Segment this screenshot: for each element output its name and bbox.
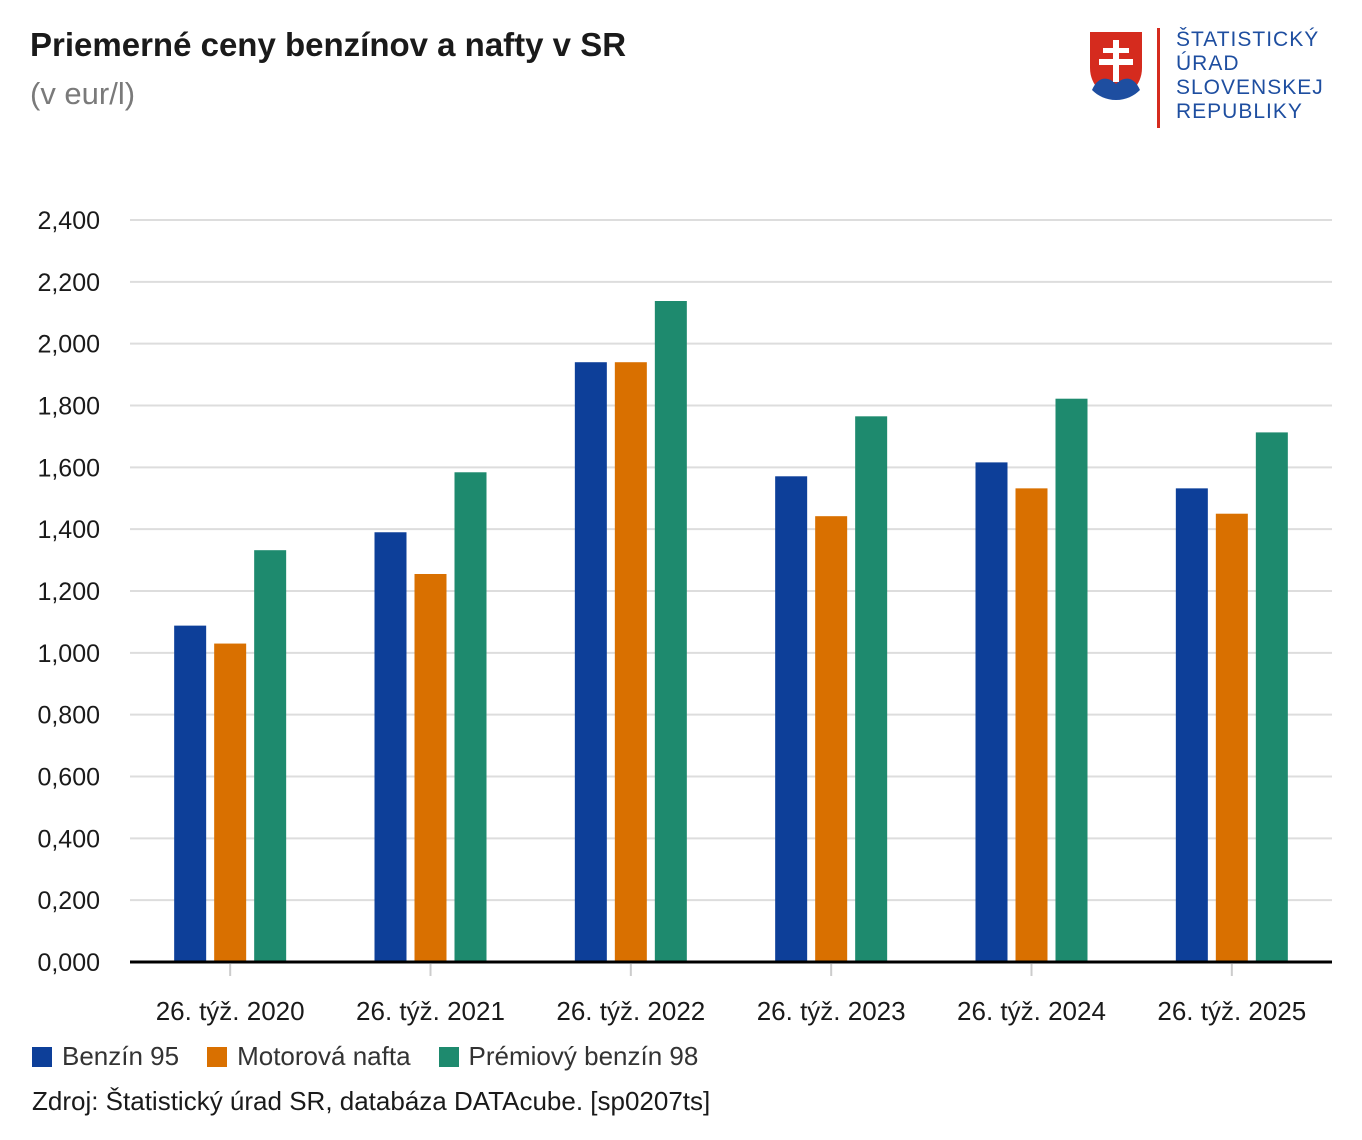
y-tick-label: 0,800: [37, 702, 100, 730]
legend-label: Benzín 95: [62, 1041, 180, 1071]
y-tick-label: 2,400: [37, 207, 100, 235]
x-tick-label: 26. týž. 2021: [356, 996, 505, 1026]
x-tick-label: 26. týž. 2022: [556, 996, 705, 1026]
y-tick-label: 1,600: [37, 454, 100, 482]
bar[interactable]: [815, 516, 848, 962]
bar[interactable]: [1055, 398, 1088, 962]
legend-item-benzin-95[interactable]: Benzín 95: [32, 1041, 179, 1072]
logo-line: REPUBLIKY: [1176, 100, 1303, 123]
bar[interactable]: [614, 362, 647, 962]
x-tick-label: 26. týž. 2024: [957, 996, 1106, 1026]
x-tick-label: 26. týž. 2023: [757, 996, 906, 1026]
y-tick-label: 1,200: [37, 578, 100, 606]
logo-line: SLOVENSKEJ: [1176, 76, 1324, 99]
y-tick-label: 0,000: [37, 949, 100, 977]
bar[interactable]: [254, 550, 287, 962]
legend-item-motorova-nafta[interactable]: Motorová nafta: [207, 1041, 411, 1072]
bar[interactable]: [374, 532, 407, 962]
bar[interactable]: [1175, 488, 1208, 962]
bar[interactable]: [214, 643, 247, 962]
legend-label: Prémiový benzín 98: [468, 1041, 699, 1071]
statistical-office-logo: ŠTATISTICKÝ ÚRAD SLOVENSKEJ REPUBLIKY: [1088, 28, 1338, 130]
bar[interactable]: [574, 362, 607, 962]
grid-lines: [130, 219, 1332, 902]
bars: [174, 301, 1288, 963]
bar[interactable]: [855, 416, 888, 963]
bar[interactable]: [174, 625, 207, 962]
bar[interactable]: [1015, 488, 1048, 962]
y-tick-label: 0,200: [37, 887, 100, 915]
bar[interactable]: [975, 462, 1008, 962]
y-tick-label: 2,200: [37, 269, 100, 297]
logo-text: ŠTATISTICKÝ ÚRAD SLOVENSKEJ REPUBLIKY: [1176, 28, 1324, 124]
logo-divider: [1157, 28, 1160, 128]
legend-swatch: [207, 1046, 228, 1067]
x-tick-label: 26. týž. 2025: [1157, 996, 1306, 1026]
legend: Benzín 95 Motorová nafta Prémiový benzín…: [32, 1041, 726, 1072]
bar[interactable]: [454, 472, 487, 962]
x-axis: 26. týž. 2020 26. týž. 2021 26. týž. 2022 2…: [130, 960, 1332, 1026]
x-tick-label: 26. týž. 2020: [156, 996, 305, 1026]
legend-swatch: [438, 1046, 459, 1067]
bar[interactable]: [654, 301, 687, 962]
y-tick-label: 1,800: [37, 393, 100, 421]
y-tick-label: 0,400: [37, 825, 100, 853]
y-tick-label: 1,000: [37, 640, 100, 668]
chart-subtitle: (v eur/l): [30, 76, 136, 111]
coat-of-arms-icon: [1090, 32, 1142, 100]
bar[interactable]: [775, 476, 808, 962]
source-note: Zdroj: Štatistický úrad SR, databáza DAT…: [32, 1086, 711, 1116]
y-axis-ticks: 0,000 0,200 0,400 0,600 0,800 1,000 1,200 1,400…: [37, 207, 100, 977]
legend-item-premiovy-benzin-98[interactable]: Prémiový benzín 98: [438, 1041, 699, 1072]
legend-swatch: [32, 1046, 52, 1067]
y-tick-label: 2,000: [37, 331, 100, 359]
logo-line: ÚRAD: [1176, 52, 1240, 75]
y-tick-label: 1,400: [37, 516, 100, 544]
chart-title: Priemerné ceny benzínov a nafty v SR: [30, 26, 627, 63]
bar[interactable]: [1215, 513, 1248, 962]
logo-line: ŠTATISTICKÝ: [1176, 28, 1320, 51]
bar[interactable]: [414, 573, 447, 962]
bar[interactable]: [1255, 432, 1288, 963]
legend-label: Motorová nafta: [237, 1041, 411, 1071]
y-tick-label: 0,600: [37, 764, 100, 792]
